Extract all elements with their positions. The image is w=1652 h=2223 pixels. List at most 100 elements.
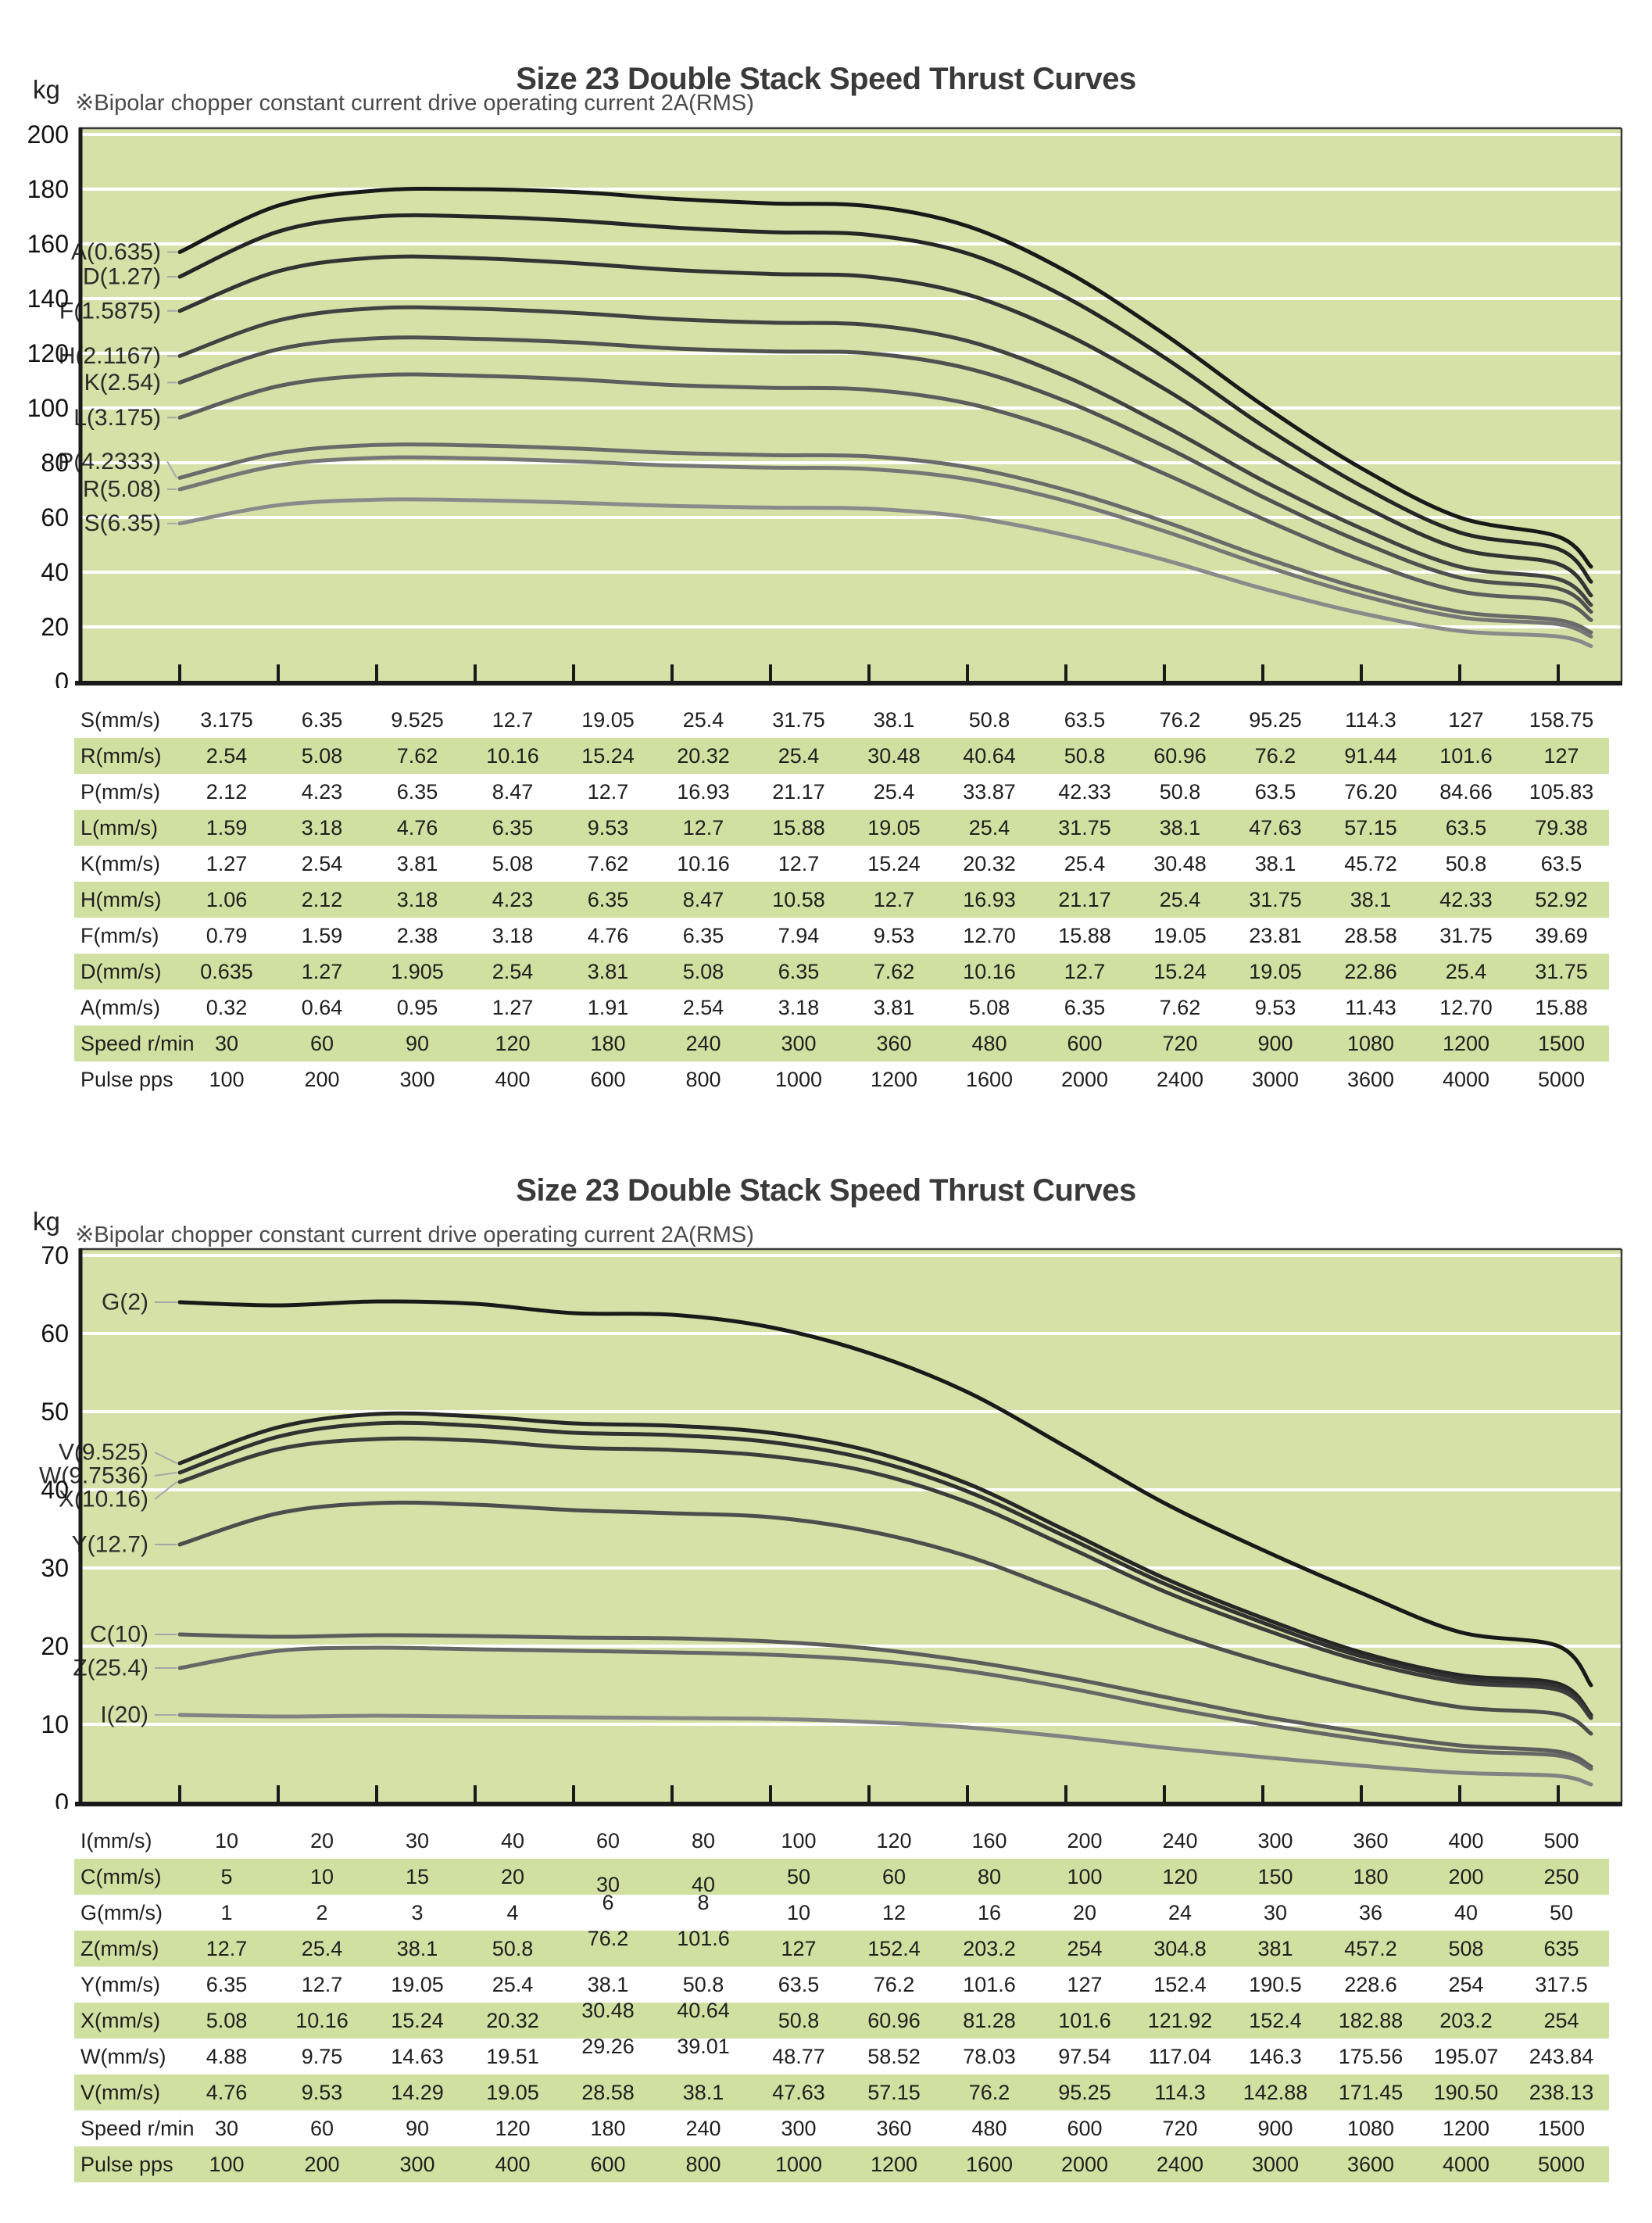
table-cell: 63.5	[1540, 852, 1582, 875]
table-cell: 6.35	[682, 924, 724, 947]
table-cell: 84.66	[1439, 780, 1493, 804]
table-cell: 180	[590, 2117, 626, 2140]
table-cell: 203.2	[963, 1937, 1016, 1960]
table-cell: 1000	[774, 1068, 823, 1091]
y-tick-label: 100	[27, 394, 69, 422]
table-cell: 1200	[1442, 1032, 1490, 1055]
table-cell: 2400	[1156, 2153, 1204, 2176]
table-cell: 800	[685, 1068, 721, 1091]
table-cell: 12	[881, 1901, 906, 1924]
table-cell: 200	[1067, 1829, 1103, 1852]
table-row: L(mm/s) 1.59 3.18 4.76 6.35 9.53 12.7 15.88 19.0…	[74, 810, 1609, 846]
table-cell: 48.77	[772, 2045, 825, 2068]
table-cell: 2.12	[206, 780, 248, 804]
table-row: X(mm/s) 5.08 10.16 15.24 20.32 30.48 40.64 50.8…	[74, 1999, 1609, 2039]
table-cell: 400	[495, 2153, 531, 2176]
table-cell: 50.8	[1064, 744, 1106, 768]
table-cell: 15.88	[772, 816, 825, 839]
table-cell: 76.2	[587, 1927, 629, 1950]
curve-R(5.08)	[177, 455, 1593, 639]
row-header: A(mm/s)	[80, 996, 160, 1019]
table-cell: 150	[1257, 1865, 1293, 1888]
table-cell: 7.62	[873, 960, 915, 983]
table-cell: 152.4	[1153, 1973, 1207, 1996]
table-cell: 4.76	[587, 924, 629, 947]
table-cell: 3.18	[396, 888, 438, 911]
curve-F(1.5875)	[177, 254, 1593, 598]
table-cell: 28.58	[581, 2081, 635, 2104]
table-cell: 3	[411, 1901, 424, 1924]
table-cell: 25.4	[968, 816, 1010, 839]
table-cell: 1.27	[492, 996, 534, 1019]
table-cell: 31.75	[1249, 888, 1302, 911]
table-cell: 9.75	[301, 2045, 343, 2068]
table-cell: 127	[781, 1937, 817, 1960]
table-cell: 19.05	[486, 2081, 539, 2104]
table-cell: 300	[781, 2117, 817, 2140]
table-cell: 7.94	[778, 924, 820, 947]
table-cell: 195.07	[1433, 2045, 1499, 2068]
table-cell: 158.75	[1529, 708, 1594, 732]
table-cell: 243.84	[1529, 2045, 1594, 2068]
curve-Z(25.4)	[177, 1645, 1593, 1771]
table-cell: 120	[876, 1829, 912, 1852]
table-cell: 15.24	[581, 744, 635, 768]
table-cell: 480	[971, 2117, 1007, 2140]
table-cell: 120	[1162, 1865, 1198, 1888]
curve-G(2)	[177, 1299, 1593, 1688]
table-row: G(mm/s) 1 2 3 4 6 8 10 12 16 20 24 30 36 40 50	[74, 1891, 1609, 1931]
series-label-L(3.175): L(3.175)	[73, 405, 161, 431]
table-cell: 5	[220, 1865, 233, 1888]
row-header: H(mm/s)	[80, 888, 162, 911]
series-label-C(10): C(10)	[90, 1622, 148, 1648]
table-cell: 120	[495, 1032, 531, 1055]
table-cell: 5.08	[682, 960, 724, 983]
table-cell: 1.06	[206, 888, 248, 911]
curve-L(3.175)	[177, 372, 1593, 622]
table-cell: 60	[309, 2117, 334, 2140]
table-cell: 11.43	[1345, 996, 1396, 1019]
table-cell: 76.2	[1159, 708, 1201, 732]
table-cell: 360	[876, 1032, 912, 1055]
table-cell: 457.2	[1344, 1937, 1397, 1960]
table-cell: 90	[405, 2117, 430, 2140]
table-cell: 254	[1543, 2009, 1579, 2032]
row-header: Pulse pps	[80, 1068, 173, 1091]
table-cell: 19.05	[581, 708, 635, 732]
table-cell: 25.4	[778, 744, 820, 768]
row-header: I(mm/s)	[80, 1829, 152, 1852]
table-cell: 600	[1067, 2117, 1103, 2140]
row-header: Speed r/min	[80, 2117, 195, 2140]
table-cell: 9.53	[587, 816, 629, 839]
table-cell: 22.86	[1344, 960, 1397, 983]
table-cell: 6.35	[1064, 996, 1106, 1019]
table-cell: 300	[1257, 1829, 1293, 1852]
y-tick-label: 120	[27, 339, 69, 367]
table-cell: 4.76	[396, 816, 438, 839]
table-cell: 15.24	[867, 852, 921, 875]
table-cell: 15	[405, 1865, 430, 1888]
table-cell: 31.75	[1535, 960, 1588, 983]
y-axis-unit-label: kg	[33, 1207, 60, 1236]
table-cell: 2.54	[301, 852, 343, 875]
table-cell: 4	[506, 1901, 519, 1924]
table-cell: 76.2	[873, 1973, 915, 1996]
row-header: V(mm/s)	[80, 2081, 160, 2104]
table-cell: 12.7	[873, 888, 915, 911]
table-cell: 2000	[1060, 1068, 1109, 1091]
y-tick-label: 20	[41, 613, 69, 641]
table-cell: 25.4	[301, 1937, 343, 1960]
table-cell: 30.48	[867, 744, 921, 768]
table-cell: 25.4	[1445, 960, 1487, 983]
table-cell: 117.04	[1148, 2045, 1212, 2068]
table-cell: 76.20	[1344, 780, 1397, 804]
table-cell: 15.88	[1058, 924, 1111, 947]
table-cell: 30.48	[581, 1999, 635, 2022]
table-cell: 12.7	[301, 1973, 343, 1996]
table-cell: 42.33	[1439, 888, 1493, 911]
table-cell: 8	[697, 1891, 710, 1914]
table-cell: 127	[1448, 708, 1484, 732]
table-cell: 24	[1167, 1901, 1193, 1924]
table-cell: 63.5	[1064, 708, 1106, 732]
table-cell: 500	[1543, 1829, 1579, 1852]
